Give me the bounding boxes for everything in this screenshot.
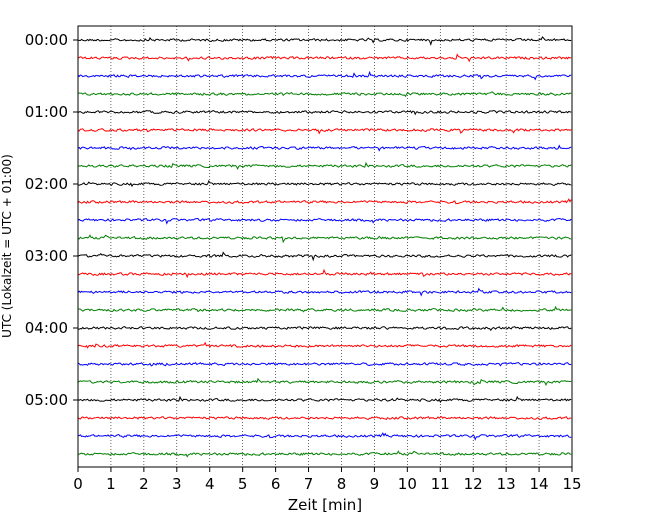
trace-row-8 xyxy=(77,179,572,188)
x-tick-label-3: 3 xyxy=(172,475,182,493)
trace-row-22 xyxy=(77,432,572,441)
trace-row-3 xyxy=(77,91,572,98)
y-tick-label-3: 03:00 xyxy=(25,247,68,265)
y-tick-label-0: 00:00 xyxy=(25,31,68,49)
trace-row-4 xyxy=(77,110,572,116)
trace-row-18 xyxy=(77,362,572,367)
y-tick-label-4: 04:00 xyxy=(25,319,68,337)
trace-row-5 xyxy=(77,128,572,135)
y-axis: 00:00 01:00 02:00 03:00 04:00 05:00 xyxy=(25,31,78,409)
y-tick-label-5: 05:00 xyxy=(25,391,68,409)
y-tick-label-1: 01:00 xyxy=(25,103,68,121)
trace-row-13 xyxy=(77,268,572,279)
plot-frame xyxy=(77,25,573,468)
trace-row-20 xyxy=(77,395,572,404)
x-axis: 0 1 2 3 4 5 6 7 8 9 10 11 12 13 14 15 xyxy=(73,467,582,493)
x-tick-label-15: 15 xyxy=(562,475,581,493)
trace-row-19 xyxy=(77,377,572,387)
trace-row-12 xyxy=(77,251,572,262)
x-tick-label-0: 0 xyxy=(73,475,83,493)
x-tick-label-2: 2 xyxy=(139,475,149,493)
x-tick-label-5: 5 xyxy=(238,475,248,493)
x-tick-label-14: 14 xyxy=(530,475,549,493)
trace-row-7 xyxy=(77,161,572,171)
trace-row-6 xyxy=(77,144,572,152)
y-axis-label: UTC (Lokalzeit = UTC + 01:00) xyxy=(0,154,14,338)
trace-row-14 xyxy=(77,287,572,297)
x-tick-label-10: 10 xyxy=(398,475,417,493)
trace-row-16 xyxy=(77,326,572,332)
trace-row-17 xyxy=(77,341,572,349)
trace-row-10 xyxy=(77,218,572,225)
trace-row-1 xyxy=(77,53,572,63)
x-tick-label-8: 8 xyxy=(337,475,347,493)
x-tick-label-7: 7 xyxy=(304,475,314,493)
trace-row-23 xyxy=(77,450,572,458)
x-tick-label-9: 9 xyxy=(370,475,380,493)
trace-row-0 xyxy=(77,36,572,47)
x-tick-label-6: 6 xyxy=(271,475,281,493)
trace-row-11 xyxy=(77,234,572,244)
trace-row-15 xyxy=(77,305,572,313)
trace-row-21 xyxy=(77,416,572,420)
trace-row-9 xyxy=(77,198,572,205)
x-axis-label: Zeit [min] xyxy=(288,496,362,514)
x-tick-label-4: 4 xyxy=(205,475,215,493)
trace-row-2 xyxy=(77,70,572,81)
y-tick-label-2: 02:00 xyxy=(25,175,68,193)
trace-group xyxy=(77,36,572,458)
x-tick-label-11: 11 xyxy=(431,475,450,493)
x-tick-label-1: 1 xyxy=(106,475,116,493)
x-tick-label-13: 13 xyxy=(497,475,516,493)
x-tick-label-12: 12 xyxy=(464,475,483,493)
